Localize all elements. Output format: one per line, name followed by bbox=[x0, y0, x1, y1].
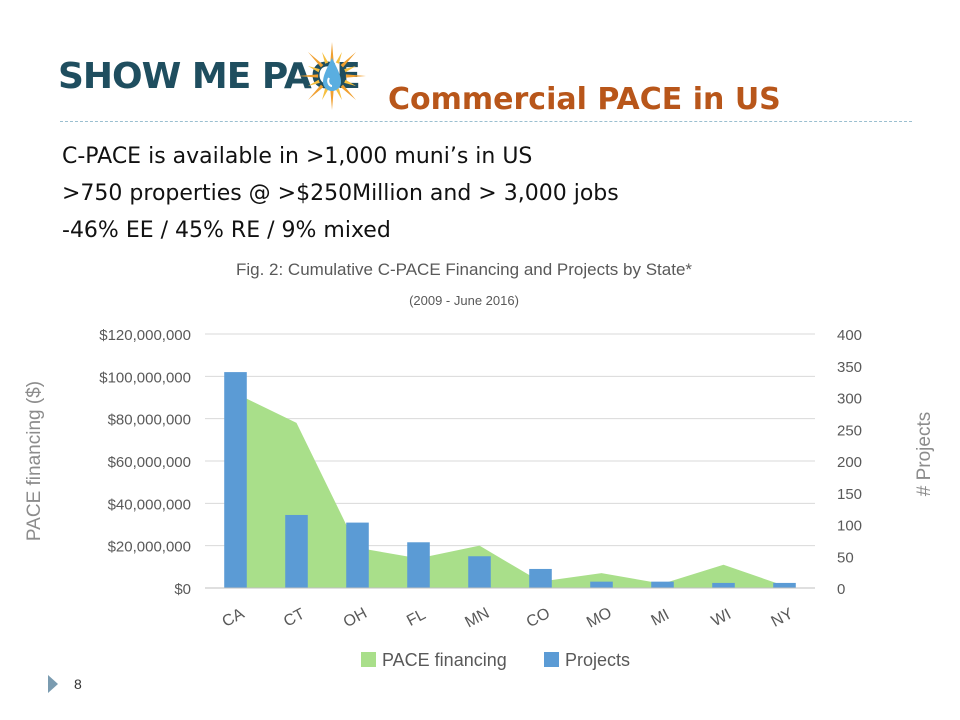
y-right-tick-label: 400 bbox=[837, 327, 862, 344]
y-left-tick-label: $40,000,000 bbox=[108, 496, 191, 513]
y-right-tick-label: 150 bbox=[837, 486, 862, 503]
bar-projects-mo bbox=[590, 581, 613, 588]
bar-projects-co bbox=[529, 568, 552, 588]
x-tick-label: CO bbox=[524, 605, 553, 631]
x-tick-label: MO bbox=[584, 604, 615, 631]
sun-water-drop-icon bbox=[298, 42, 366, 110]
area-pace-financing bbox=[235, 393, 785, 588]
y-left-axis-label: PACE financing ($) bbox=[24, 381, 45, 541]
x-tick-label: MN bbox=[462, 605, 492, 632]
bar-projects-fl bbox=[407, 542, 430, 588]
y-right-tick-label: 200 bbox=[837, 454, 862, 471]
bar-projects-mn bbox=[468, 556, 491, 588]
x-tick-label: FL bbox=[404, 606, 429, 630]
bullet-item: C-PACE is available in >1,000 muni’s in … bbox=[62, 144, 533, 169]
bullet-item: >750 properties @ >$250Million and > 3,0… bbox=[62, 181, 619, 206]
show-me-pace-logo: SHOW ME PACE bbox=[58, 42, 378, 122]
legend-label-pace-financing: PACE financing bbox=[382, 650, 507, 670]
y-left-tick-label: $60,000,000 bbox=[108, 454, 191, 471]
page-marker-icon bbox=[48, 675, 58, 693]
page-number: 8 bbox=[74, 676, 82, 692]
x-tick-label: OH bbox=[341, 605, 370, 631]
y-left-tick-label: $100,000,000 bbox=[99, 369, 191, 386]
y-right-axis-label: # Projects bbox=[914, 412, 935, 496]
y-right-tick-label: 250 bbox=[837, 422, 862, 439]
x-tick-label: MI bbox=[649, 606, 673, 629]
pace-chart: Fig. 2: Cumulative C-PACE Financing and … bbox=[24, 260, 935, 670]
y-left-tick-label: $80,000,000 bbox=[108, 412, 191, 429]
y-right-tick-label: 0 bbox=[837, 581, 845, 598]
y-right-tick-label: 300 bbox=[837, 391, 862, 408]
x-tick-label: CA bbox=[220, 605, 248, 631]
bar-projects-ca bbox=[224, 372, 247, 588]
bar-projects-ny bbox=[773, 582, 796, 588]
y-left-tick-label: $20,000,000 bbox=[108, 539, 191, 556]
x-tick-label: NY bbox=[769, 605, 797, 631]
legend: PACE financing Projects bbox=[361, 650, 630, 670]
legend-swatch-pace-financing bbox=[361, 652, 376, 667]
bullet-item: -46% EE / 45% RE / 9% mixed bbox=[62, 218, 391, 243]
legend-label-projects: Projects bbox=[565, 650, 630, 670]
x-tick-label: CT bbox=[281, 605, 308, 630]
bullet-list: C-PACE is available in >1,000 muni’s in … bbox=[62, 138, 619, 249]
bar-projects-mi bbox=[651, 581, 674, 588]
x-tick-label: WI bbox=[709, 606, 734, 630]
bar-projects-oh bbox=[346, 522, 369, 588]
y-right-tick-label: 350 bbox=[837, 359, 862, 376]
slide-title: Commercial PACE in US bbox=[388, 82, 781, 117]
title-divider bbox=[60, 121, 912, 122]
y-right-tick-label: 50 bbox=[837, 549, 854, 566]
bar-projects-wi bbox=[712, 582, 735, 588]
legend-swatch-projects bbox=[544, 652, 559, 667]
y-right-tick-label: 100 bbox=[837, 518, 862, 535]
bar-projects-ct bbox=[285, 514, 308, 588]
y-left-tick-label: $120,000,000 bbox=[99, 327, 191, 344]
y-left-tick-label: $0 bbox=[174, 581, 191, 598]
plot-area: $0 $20,000,000 $40,000,000 $60,000,000 $80,0… bbox=[99, 327, 862, 632]
chart-subtitle: (2009 - June 2016) bbox=[409, 293, 519, 308]
chart-title: Fig. 2: Cumulative C-PACE Financing and … bbox=[236, 260, 692, 279]
